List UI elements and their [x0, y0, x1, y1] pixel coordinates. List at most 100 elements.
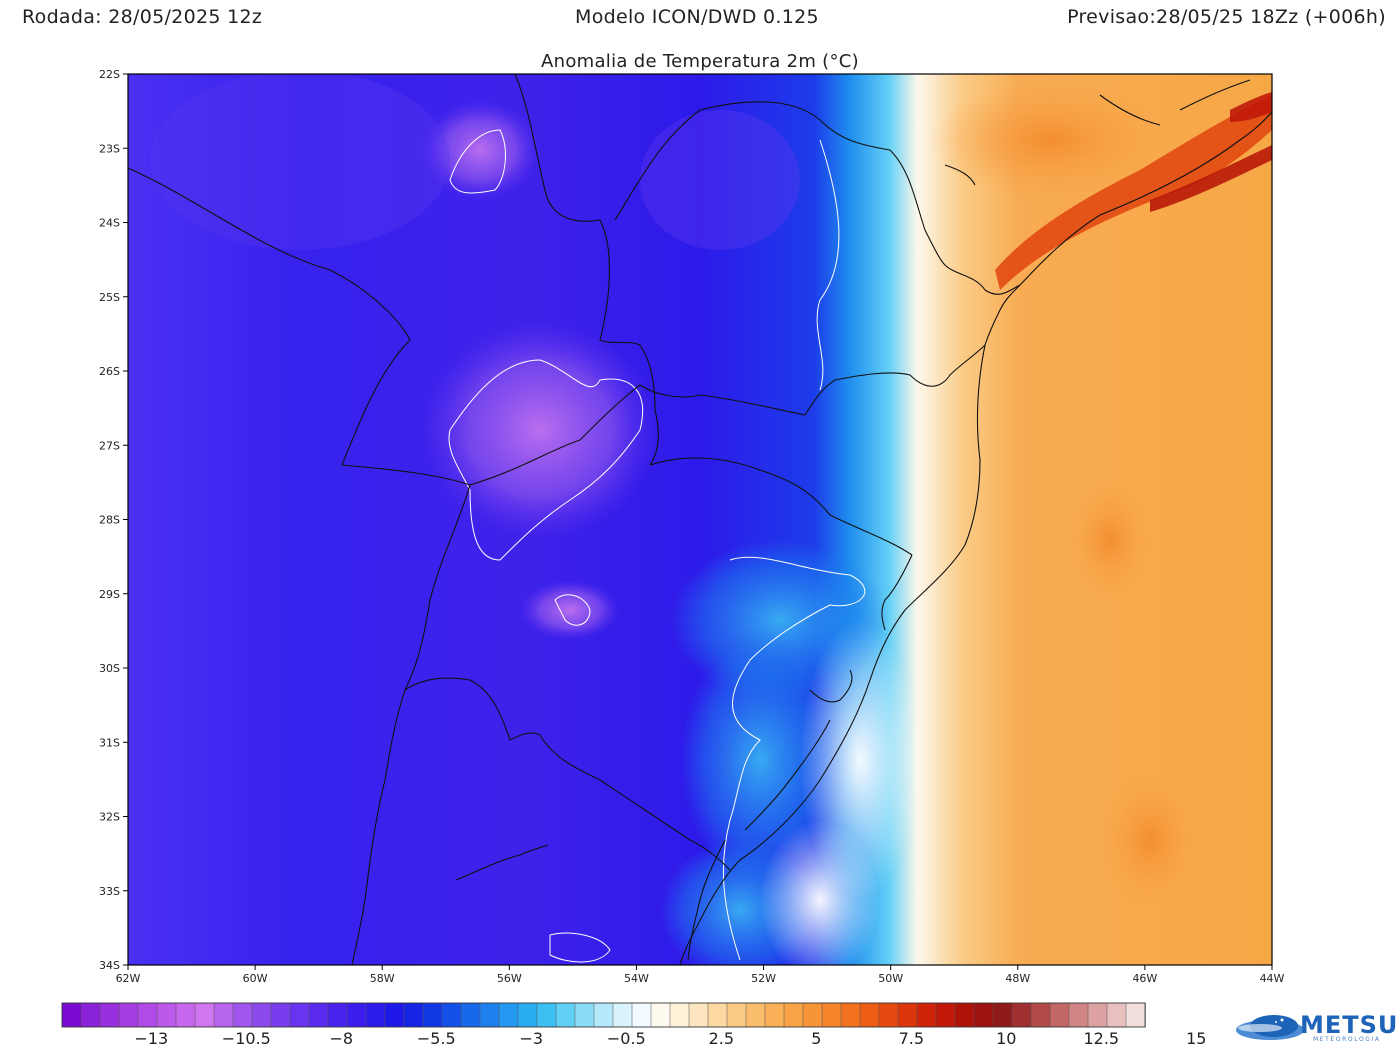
lat-tick-label: 30S: [99, 662, 120, 675]
longitude-axis: 62W 60W 58W 56W 54W 52W 50W 48W 46W 44W: [116, 965, 1285, 985]
colorbar-swatch: [251, 1002, 272, 1028]
colorbar-swatch: [327, 1002, 348, 1028]
colorbar-swatch: [517, 1002, 538, 1028]
lat-tick-label: 25S: [99, 291, 120, 304]
colorbar: [61, 1002, 1146, 1028]
colorbar-swatch: [422, 1002, 443, 1028]
colorbar-swatch: [935, 1002, 956, 1028]
lat-tick-label: 22S: [99, 68, 120, 81]
map-title: Anomalia de Temperatura 2m (°C): [541, 51, 859, 72]
lat-tick-label: 34S: [99, 959, 120, 972]
colorbar-swatch: [973, 1002, 994, 1028]
colorbar-swatch: [783, 1002, 804, 1028]
colorbar-swatch: [346, 1002, 367, 1028]
colorbar-swatch: [745, 1002, 766, 1028]
colorbar-swatch: [878, 1002, 899, 1028]
lat-tick-label: 24S: [99, 217, 120, 230]
boundaries: [128, 74, 1272, 965]
colorbar-swatch: [1011, 1002, 1032, 1028]
colorbar-labels: −13 −10.5 −8 −5.5 −3 −0.5 2.5 5 7.5 10 12.5 15: [134, 1029, 1206, 1048]
colorbar-label: −8: [330, 1029, 354, 1048]
colorbar-swatch: [403, 1002, 424, 1028]
colorbar-swatch: [802, 1002, 823, 1028]
model-label: Modelo ICON/DWD 0.125: [575, 6, 819, 28]
colorbar-label: −5.5: [417, 1029, 456, 1048]
colorbar-swatch: [80, 1002, 101, 1028]
colorbar-swatch: [270, 1002, 291, 1028]
colorbar-label: −10.5: [222, 1029, 271, 1048]
colorbar-swatch: [384, 1002, 405, 1028]
lon-tick-label: 44W: [1260, 972, 1285, 985]
colorbar-swatch: [840, 1002, 861, 1028]
anomaly-field: [128, 74, 1272, 965]
colorbar-label: 12.5: [1083, 1029, 1119, 1048]
lon-tick-label: 56W: [497, 972, 522, 985]
colorbar-swatch: [156, 1002, 177, 1028]
colorbar-swatch: [916, 1002, 937, 1028]
lon-tick-label: 46W: [1132, 972, 1157, 985]
lat-tick-label: 32S: [99, 811, 120, 824]
colorbar-swatch: [555, 1002, 576, 1028]
colorbar-swatch: [61, 1002, 82, 1028]
colorbar-swatch: [479, 1002, 500, 1028]
colorbar-swatch: [213, 1002, 234, 1028]
colorbar-swatch: [859, 1002, 880, 1028]
lat-tick-label: 31S: [99, 736, 120, 749]
lat-tick-label: 28S: [99, 514, 120, 527]
colorbar-label: −0.5: [607, 1029, 646, 1048]
lon-tick-label: 54W: [624, 972, 649, 985]
colorbar-swatch: [137, 1002, 158, 1028]
colorbar-swatch: [707, 1002, 728, 1028]
colorbar-swatch: [821, 1002, 842, 1028]
colorbar-swatch: [992, 1002, 1013, 1028]
colorbar-swatch: [954, 1002, 975, 1028]
colorbar-swatch: [764, 1002, 785, 1028]
colorbar-swatch: [536, 1002, 557, 1028]
colorbar-label: 2.5: [709, 1029, 734, 1048]
colorbar-swatch: [1068, 1002, 1089, 1028]
colorbar-swatch: [365, 1002, 386, 1028]
lat-tick-label: 23S: [99, 142, 120, 155]
colorbar-swatch: [612, 1002, 633, 1028]
colorbar-swatch: [308, 1002, 329, 1028]
colorbar-swatch: [669, 1002, 690, 1028]
latitude-axis: 22S 23S 24S 25S 26S 27S 28S 29S 30S 31S 32S 33S 34S: [99, 68, 128, 972]
colorbar-frame: [61, 1002, 1146, 1028]
colorbar-swatch: [726, 1002, 747, 1028]
colorbar-swatch: [498, 1002, 519, 1028]
colorbar-swatch: [1030, 1002, 1051, 1028]
colorbar-label: −13: [134, 1029, 168, 1048]
colorbar-swatch: [118, 1002, 139, 1028]
colorbar-label: 5: [811, 1029, 821, 1048]
colorbar-label: −3: [520, 1029, 544, 1048]
run-time-label: Rodada: 28/05/2025 12z: [22, 6, 263, 28]
colorbar-label: 7.5: [899, 1029, 924, 1048]
colorbar-swatch: [99, 1002, 120, 1028]
lat-tick-label: 29S: [99, 588, 120, 601]
lon-tick-label: 58W: [370, 972, 395, 985]
colorbar-swatch: [1125, 1002, 1146, 1028]
lon-tick-label: 60W: [243, 972, 268, 985]
colorbar-swatch: [194, 1002, 215, 1028]
metsul-logo-icon: [1236, 1015, 1304, 1040]
colorbar-swatch: [650, 1002, 671, 1028]
lat-tick-label: 33S: [99, 885, 120, 898]
lon-tick-label: 62W: [116, 972, 141, 985]
colorbar-swatch: [460, 1002, 481, 1028]
colorbar-swatch: [574, 1002, 595, 1028]
colorbar-swatch: [441, 1002, 462, 1028]
logo-name: METSUL: [1300, 1011, 1400, 1039]
lat-tick-label: 26S: [99, 365, 120, 378]
lat-tick-label: 27S: [99, 439, 120, 452]
colorbar-swatch: [232, 1002, 253, 1028]
colorbar-swatch: [1049, 1002, 1070, 1028]
colorbar-label: 10: [996, 1029, 1016, 1048]
colorbar-swatch: [289, 1002, 310, 1028]
lon-tick-label: 48W: [1005, 972, 1030, 985]
colorbar-swatch: [631, 1002, 652, 1028]
colorbar-swatch: [1087, 1002, 1108, 1028]
forecast-time-label: Previsao:28/05/25 18Zz (+006h): [1067, 6, 1386, 28]
colorbar-label: 15: [1186, 1029, 1206, 1048]
colorbar-swatch: [175, 1002, 196, 1028]
